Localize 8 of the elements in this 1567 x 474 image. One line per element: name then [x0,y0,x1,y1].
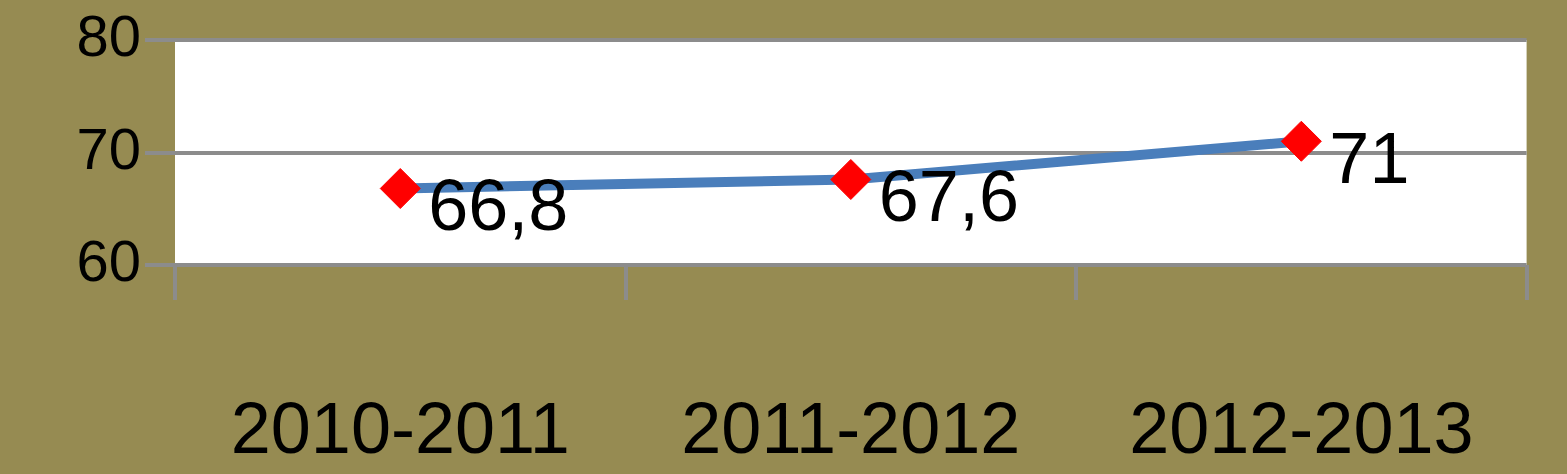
x-tick-label: 2011-2012 [681,388,1021,469]
y-tick-label: 80 [76,3,141,68]
data-label: 67,6 [878,156,1019,237]
x-tick-label: 2012-2013 [1129,388,1474,469]
y-tick-label: 70 [76,115,141,181]
x-tick-label: 2010-2011 [230,388,570,469]
data-label: 71 [1329,118,1410,199]
y-tick-label: 60 [76,228,141,293]
